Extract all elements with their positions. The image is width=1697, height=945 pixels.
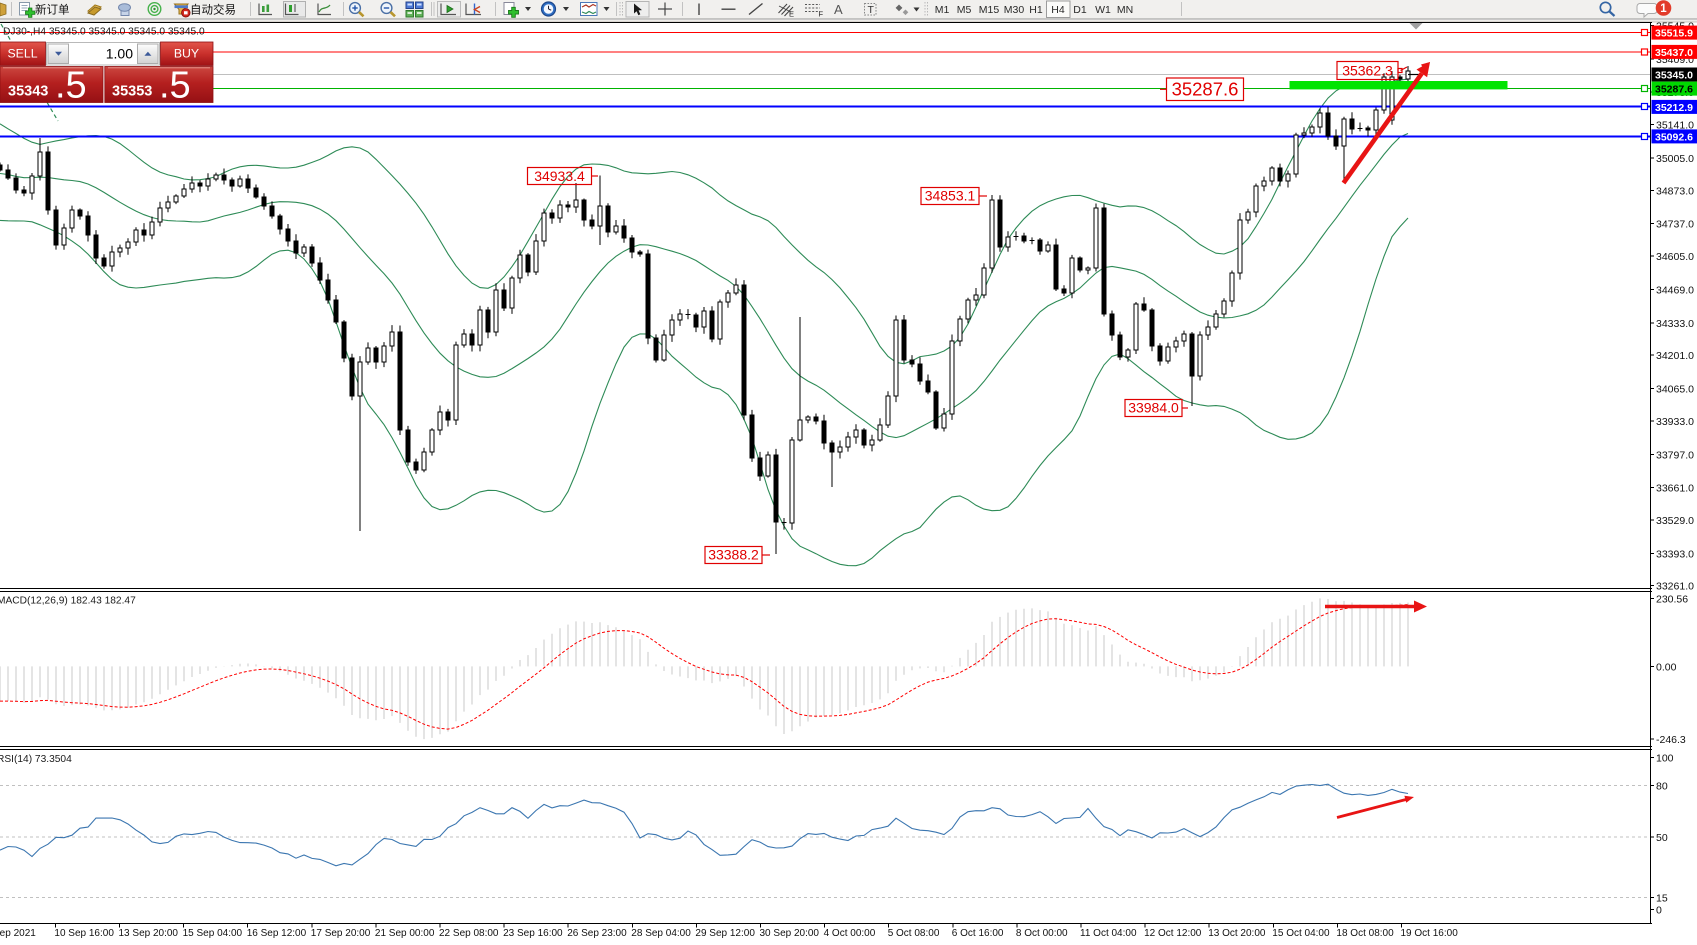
svg-text:35345.0: 35345.0 bbox=[1655, 70, 1693, 82]
svg-text:19 Oct 16:00: 19 Oct 16:00 bbox=[1401, 928, 1459, 939]
svg-text:15 Oct 04:00: 15 Oct 04:00 bbox=[1272, 928, 1330, 939]
svg-text:H4: H4 bbox=[1051, 4, 1065, 16]
svg-text:MACD(12,26,9) 182.43 182.47: MACD(12,26,9) 182.43 182.47 bbox=[0, 596, 136, 607]
svg-text:1.00: 1.00 bbox=[106, 46, 133, 62]
svg-text:34469.0: 34469.0 bbox=[1656, 284, 1694, 296]
svg-text:6 Oct 16:00: 6 Oct 16:00 bbox=[952, 928, 1004, 939]
svg-text:.5: .5 bbox=[159, 65, 191, 107]
svg-text:10 Sep 16:00: 10 Sep 16:00 bbox=[54, 928, 114, 939]
svg-text:35353: 35353 bbox=[112, 84, 152, 100]
svg-text:35437.0: 35437.0 bbox=[1655, 47, 1693, 59]
svg-text:13 Oct 20:00: 13 Oct 20:00 bbox=[1208, 928, 1266, 939]
svg-text:35212.9: 35212.9 bbox=[1655, 102, 1693, 114]
svg-text:F: F bbox=[819, 10, 824, 19]
svg-text:35092.6: 35092.6 bbox=[1655, 131, 1693, 143]
svg-text:SELL: SELL bbox=[7, 47, 37, 61]
svg-text:M30: M30 bbox=[1004, 4, 1025, 16]
svg-text:34873.0: 34873.0 bbox=[1656, 185, 1694, 197]
svg-text:15: 15 bbox=[1656, 892, 1668, 904]
svg-text:33261.0: 33261.0 bbox=[1656, 581, 1694, 593]
svg-text:29 Sep 12:00: 29 Sep 12:00 bbox=[695, 928, 755, 939]
svg-text:33797.0: 33797.0 bbox=[1656, 449, 1694, 461]
svg-text:DJ30-,H4 35345.0 35345.0 3534: DJ30-,H4 35345.0 35345.0 35345.0 35345.0 bbox=[3, 27, 205, 38]
svg-text:21 Sep 00:00: 21 Sep 00:00 bbox=[375, 928, 435, 939]
svg-text:Sep 2021: Sep 2021 bbox=[0, 928, 36, 939]
svg-text:33393.0: 33393.0 bbox=[1656, 548, 1694, 560]
svg-text:1: 1 bbox=[1660, 3, 1667, 15]
svg-text:M5: M5 bbox=[957, 4, 972, 16]
svg-text:34737.0: 34737.0 bbox=[1656, 219, 1694, 231]
svg-text:12 Oct 12:00: 12 Oct 12:00 bbox=[1144, 928, 1202, 939]
svg-text:A: A bbox=[834, 2, 843, 17]
svg-text:MN: MN bbox=[1117, 4, 1133, 16]
svg-text:35287.6: 35287.6 bbox=[1172, 79, 1239, 100]
svg-text:.5: .5 bbox=[55, 65, 87, 107]
svg-text:26 Sep 23:00: 26 Sep 23:00 bbox=[567, 928, 627, 939]
svg-text:28 Sep 04:00: 28 Sep 04:00 bbox=[631, 928, 691, 939]
svg-text:22 Sep 08:00: 22 Sep 08:00 bbox=[439, 928, 499, 939]
svg-text:35515.9: 35515.9 bbox=[1655, 28, 1693, 40]
svg-text:34065.0: 34065.0 bbox=[1656, 384, 1694, 396]
svg-text:-246.3: -246.3 bbox=[1656, 734, 1686, 746]
svg-text:自动交易: 自动交易 bbox=[190, 3, 236, 17]
svg-text:17 Sep 20:00: 17 Sep 20:00 bbox=[311, 928, 371, 939]
svg-text:34853.1: 34853.1 bbox=[925, 188, 976, 204]
svg-text:M1: M1 bbox=[935, 4, 950, 16]
svg-text:33661.0: 33661.0 bbox=[1656, 483, 1694, 495]
svg-text:33388.2: 33388.2 bbox=[708, 547, 759, 563]
svg-text:35005.0: 35005.0 bbox=[1656, 153, 1694, 165]
svg-text:33984.0: 33984.0 bbox=[1128, 400, 1179, 416]
svg-text:16 Sep 12:00: 16 Sep 12:00 bbox=[247, 928, 307, 939]
svg-text:15 Sep 04:00: 15 Sep 04:00 bbox=[183, 928, 243, 939]
svg-text:D1: D1 bbox=[1073, 4, 1087, 16]
svg-text:33529.0: 33529.0 bbox=[1656, 515, 1694, 527]
svg-text:35362.3: 35362.3 bbox=[1342, 63, 1393, 79]
svg-text:H1: H1 bbox=[1029, 4, 1043, 16]
svg-text:W1: W1 bbox=[1095, 4, 1111, 16]
svg-text:34201.0: 34201.0 bbox=[1656, 350, 1694, 362]
svg-text:30 Sep 20:00: 30 Sep 20:00 bbox=[760, 928, 820, 939]
svg-text:0.00: 0.00 bbox=[1656, 661, 1677, 673]
svg-text:33933.0: 33933.0 bbox=[1656, 416, 1694, 428]
svg-text:35287.6: 35287.6 bbox=[1655, 84, 1693, 96]
svg-text:80: 80 bbox=[1656, 780, 1668, 792]
svg-text:5 Oct 08:00: 5 Oct 08:00 bbox=[888, 928, 940, 939]
svg-text:100: 100 bbox=[1656, 753, 1674, 765]
svg-text:23 Sep 16:00: 23 Sep 16:00 bbox=[503, 928, 563, 939]
svg-text:新订单: 新订单 bbox=[35, 3, 70, 17]
svg-text:8 Oct 00:00: 8 Oct 00:00 bbox=[1016, 928, 1068, 939]
svg-text:RSI(14) 73.3504: RSI(14) 73.3504 bbox=[0, 754, 72, 765]
svg-text:34333.0: 34333.0 bbox=[1656, 318, 1694, 330]
svg-text:BUY: BUY bbox=[174, 47, 199, 61]
svg-text:34605.0: 34605.0 bbox=[1656, 251, 1694, 263]
svg-text:230.56: 230.56 bbox=[1656, 593, 1688, 605]
svg-text:T: T bbox=[868, 4, 875, 16]
svg-text:0: 0 bbox=[1656, 905, 1662, 917]
svg-text:18 Oct 08:00: 18 Oct 08:00 bbox=[1336, 928, 1394, 939]
svg-text:34933.4: 34933.4 bbox=[534, 168, 585, 184]
svg-text:4 Oct 00:00: 4 Oct 00:00 bbox=[824, 928, 876, 939]
svg-text:50: 50 bbox=[1656, 832, 1668, 844]
svg-text:E: E bbox=[789, 10, 794, 19]
svg-text:13 Sep 20:00: 13 Sep 20:00 bbox=[119, 928, 179, 939]
svg-text:M15: M15 bbox=[979, 4, 1000, 16]
svg-text:35343: 35343 bbox=[8, 84, 48, 100]
svg-text:11 Oct 04:00: 11 Oct 04:00 bbox=[1080, 928, 1137, 939]
